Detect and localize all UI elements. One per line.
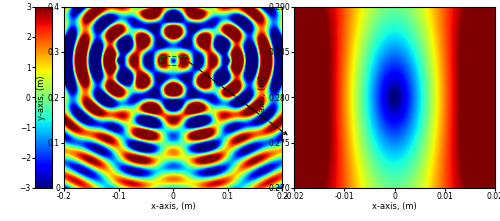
X-axis label: x-axis, (m): x-axis, (m) bbox=[151, 202, 196, 211]
Bar bbox=[160, 56, 187, 65]
X-axis label: x-axis, (m): x-axis, (m) bbox=[372, 202, 417, 211]
Y-axis label: y-axis, (m): y-axis, (m) bbox=[258, 75, 267, 120]
Y-axis label: y-axis, (m): y-axis, (m) bbox=[38, 75, 46, 120]
